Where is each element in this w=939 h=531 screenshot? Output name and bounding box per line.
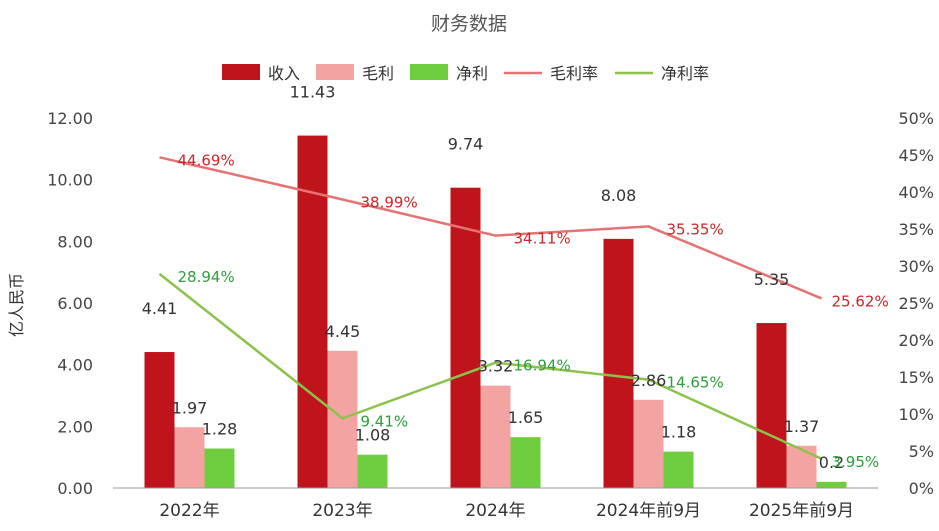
bar-收入 [603, 238, 634, 488]
bar-value-label: 1.18 [661, 423, 697, 442]
right-tick-label: 50% [898, 109, 934, 128]
rate-value-label: 14.65% [667, 374, 724, 392]
rate-value-label: 34.11% [514, 230, 571, 248]
legend-label: 毛利率 [550, 64, 598, 83]
bar-收入 [297, 135, 328, 488]
left-tick-label: 0.00 [57, 479, 93, 498]
bar-净利 [816, 481, 847, 488]
rate-value-label: 35.35% [667, 220, 724, 238]
rate-value-label: 9.41% [361, 412, 409, 430]
bars [144, 135, 847, 488]
legend-swatch [410, 64, 448, 80]
line-毛利率 [159, 156, 822, 300]
chart-title: 财务数据 [431, 13, 507, 35]
rate-value-label: 44.69% [178, 151, 235, 169]
left-tick-label: 4.00 [57, 356, 93, 375]
legend: 收入 毛利 净利 毛利率 净利率 [222, 64, 709, 83]
bar-收入 [144, 352, 175, 488]
x-axis-ticks: 2022年 2023年 2024年 2024年前9月 2025年前9月 [159, 501, 854, 521]
bar-value-label: 2.86 [631, 371, 667, 390]
bar-净利 [357, 454, 388, 488]
x-tick-label: 2024年 [465, 501, 525, 521]
bar-value-label: 1.97 [172, 398, 208, 417]
right-tick-label: 35% [898, 220, 934, 239]
left-tick-label: 2.00 [57, 417, 93, 436]
rate-value-label: 25.62% [832, 292, 889, 310]
right-tick-label: 20% [898, 331, 934, 350]
legend-swatch [222, 64, 260, 80]
x-tick-label: 2022年 [159, 501, 219, 521]
right-axis-ticks: 0% 5% 10% 15% 20% 25% 30% 35% 40% 45% 50% [898, 109, 934, 498]
left-axis-ticks: 0.00 2.00 4.00 6.00 8.00 10.00 12.00 [47, 109, 93, 498]
bar-收入 [756, 323, 787, 488]
bar-净利 [663, 451, 694, 488]
y-axis-label: 亿人民币 [7, 273, 26, 337]
bar-value-label: 8.08 [601, 186, 637, 205]
x-tick-label: 2023年 [312, 501, 372, 521]
right-tick-label: 40% [898, 183, 934, 202]
bar-value-label: 4.41 [142, 299, 178, 318]
line-净利率 [158, 272, 823, 460]
bar-净利 [510, 437, 541, 488]
right-tick-label: 15% [898, 368, 934, 387]
right-tick-label: 45% [898, 146, 934, 165]
rate-value-label: 28.94% [178, 268, 235, 286]
bar-毛利 [174, 427, 205, 488]
rate-labels: 44.69% 38.99% 34.11% 35.35% 25.62% 28.94% 9.41… [178, 151, 889, 470]
rate-value-label: 3.95% [832, 453, 880, 471]
bar-value-label: 11.43 [290, 83, 336, 102]
bar-value-label: 1.37 [784, 417, 820, 436]
bar-value-label: 1.28 [202, 420, 238, 439]
left-tick-label: 12.00 [47, 109, 93, 128]
bar-毛利 [786, 445, 817, 488]
left-tick-label: 10.00 [47, 171, 93, 190]
bar-value-label: 1.65 [508, 408, 544, 427]
legend-label: 净利率 [661, 64, 709, 83]
legend-label: 净利 [456, 64, 488, 83]
x-tick-label: 2025年前9月 [749, 501, 854, 521]
rate-value-label: 38.99% [361, 193, 418, 211]
bar-value-label: 4.45 [325, 322, 361, 341]
left-tick-label: 8.00 [57, 232, 93, 251]
bar-毛利 [633, 399, 664, 488]
legend-label: 收入 [268, 64, 300, 83]
bar-value-label: 0.2 [819, 453, 844, 472]
left-tick-label: 6.00 [57, 294, 93, 313]
bar-value-label: 3.32 [478, 357, 514, 376]
rate-lines [158, 156, 823, 460]
bar-value-label: 9.74 [448, 135, 484, 154]
bar-value-label: 1.08 [355, 426, 391, 445]
right-tick-label: 5% [909, 442, 934, 461]
rate-value-label: 16.94% [514, 357, 571, 375]
legend-swatch [316, 64, 354, 80]
bar-净利 [204, 448, 235, 488]
legend-label: 毛利 [362, 64, 394, 83]
bar-value-label: 5.35 [754, 270, 790, 289]
bar-收入 [450, 187, 481, 488]
right-tick-label: 10% [898, 405, 934, 424]
right-tick-label: 30% [898, 257, 934, 276]
right-tick-label: 25% [898, 294, 934, 313]
bar-毛利 [480, 385, 511, 488]
right-tick-label: 0% [909, 479, 934, 498]
x-tick-label: 2024年前9月 [596, 501, 701, 521]
bar-labels: 4.41 11.43 9.74 8.08 5.35 1.97 4.45 3.32 2.86 1.3… [142, 83, 845, 472]
